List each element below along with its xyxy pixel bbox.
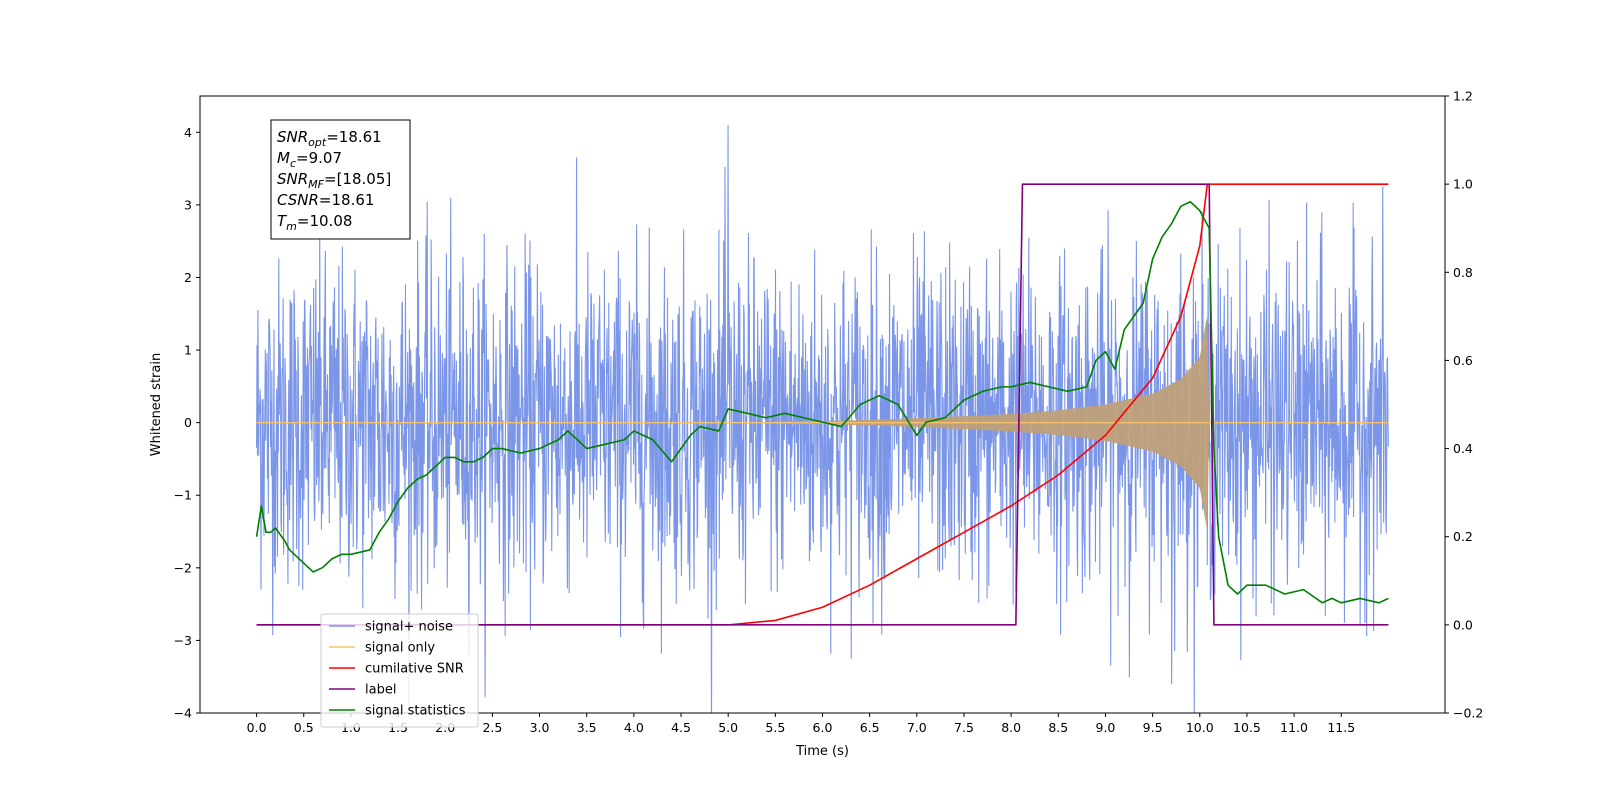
- x-tick-label: 0.0: [247, 720, 267, 735]
- x-tick-label: 0.5: [294, 720, 314, 735]
- x-tick-label: 4.5: [671, 720, 691, 735]
- legend-label: signal+ noise: [365, 620, 453, 635]
- y-tick-label-right: 0.4: [1453, 441, 1473, 456]
- info-line: SNRopt=18.61: [277, 128, 382, 149]
- x-tick-label: 2.5: [482, 720, 502, 735]
- y-tick-label-left: −1: [174, 488, 192, 503]
- legend-label: cumilative SNR: [365, 662, 464, 677]
- info-box-frame: [270, 119, 411, 240]
- legend-frame: [320, 613, 479, 728]
- series-cumilative-snr: [256, 183, 1389, 626]
- y-tick-label-left: −2: [174, 560, 192, 575]
- y-tick-label-right: 1.0: [1453, 177, 1473, 192]
- legend-label: signal statistics: [365, 704, 466, 719]
- info-line: SNRMF=[18.05]: [277, 170, 391, 191]
- x-tick-label: 3.5: [577, 720, 597, 735]
- info-line: Mc=9.07: [277, 149, 342, 170]
- y-tick-label-left: 3: [184, 197, 192, 212]
- x-tick-label: 5.5: [765, 720, 785, 735]
- x-tick-label: 10.0: [1186, 720, 1214, 735]
- legend-label: signal only: [365, 641, 435, 656]
- plot-area: [255, 125, 1389, 713]
- y-tick-label-right: 0.0: [1453, 617, 1473, 632]
- y-tick-label-left: 2: [184, 270, 192, 285]
- x-axis-label: Time (s): [795, 744, 849, 759]
- y-axis-label: Whitened strain: [149, 353, 164, 456]
- x-tick-label: 6.5: [860, 720, 880, 735]
- y-tick-label-left: 1: [184, 343, 192, 358]
- y-tick-label-left: −3: [174, 633, 192, 648]
- x-tick-label: 4.0: [624, 720, 644, 735]
- y-tick-label-left: 4: [184, 125, 192, 140]
- y-tick-label-left: −4: [174, 706, 192, 721]
- y-tick-label-right: 0.6: [1453, 353, 1473, 368]
- info-line: Tm=10.08: [277, 212, 352, 233]
- y-tick-label-right: 0.8: [1453, 265, 1473, 280]
- x-tick-label: 6.0: [813, 720, 833, 735]
- x-tick-label: 3.0: [530, 720, 550, 735]
- x-tick-label: 7.5: [954, 720, 974, 735]
- x-tick-label: 11.0: [1280, 720, 1308, 735]
- x-tick-label: 10.5: [1233, 720, 1261, 735]
- x-tick-label: 9.0: [1096, 720, 1116, 735]
- x-tick-label: 8.0: [1001, 720, 1021, 735]
- y-tick-label-left: 0: [184, 415, 192, 430]
- series-label: [256, 183, 1389, 626]
- y-tick-label-right: 1.2: [1453, 89, 1473, 104]
- x-tick-label: 5.0: [718, 720, 738, 735]
- info-box: SNRopt=18.61Mc=9.07SNRMF=[18.05]CSNR=18.…: [270, 119, 411, 240]
- x-tick-label: 8.5: [1048, 720, 1068, 735]
- x-tick-label: 7.0: [907, 720, 927, 735]
- y-tick-label-right: −0.2: [1453, 706, 1483, 721]
- legend-label: label: [365, 683, 396, 698]
- legend: signal+ noise signal only cumilative SNR la…: [320, 613, 479, 728]
- series-signal-statistics: [255, 200, 1389, 604]
- x-tick-label: 9.5: [1143, 720, 1163, 735]
- info-line: CSNR=18.61: [277, 191, 374, 209]
- y-tick-label-right: 0.2: [1453, 529, 1473, 544]
- x-tick-label: 11.5: [1327, 720, 1355, 735]
